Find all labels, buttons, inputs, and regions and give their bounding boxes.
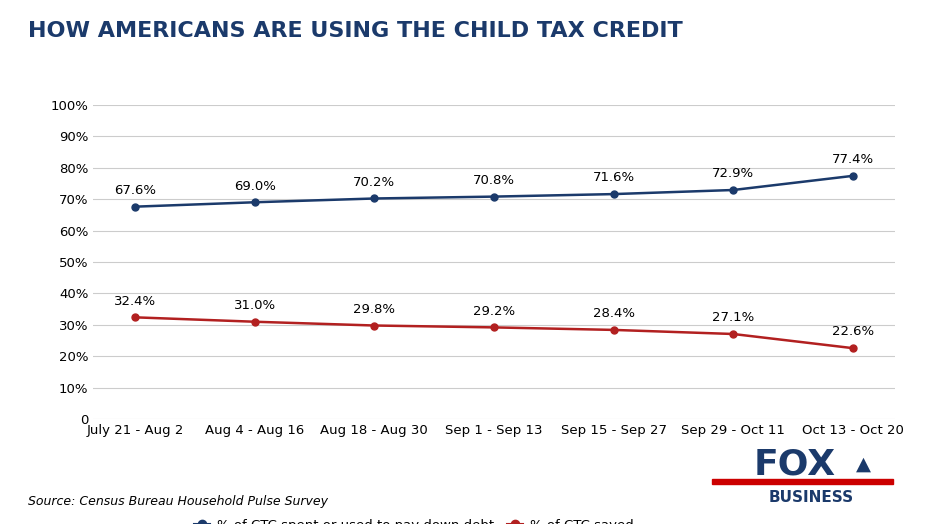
Text: 69.0%: 69.0%	[234, 180, 276, 192]
Text: FOX: FOX	[753, 447, 836, 481]
Legend: % of CTC spent or used to pay down debt, % of CTC saved: % of CTC spent or used to pay down debt,…	[189, 514, 638, 524]
Text: 29.8%: 29.8%	[353, 303, 395, 316]
Text: 67.6%: 67.6%	[114, 184, 156, 197]
Text: 70.2%: 70.2%	[353, 176, 395, 189]
Text: 31.0%: 31.0%	[234, 299, 276, 312]
Text: 22.6%: 22.6%	[831, 325, 874, 339]
Text: 71.6%: 71.6%	[593, 171, 635, 184]
Text: 27.1%: 27.1%	[712, 311, 754, 324]
Text: 77.4%: 77.4%	[831, 153, 874, 166]
Bar	[712, 478, 893, 484]
Text: 72.9%: 72.9%	[712, 167, 754, 180]
Text: Source: Census Bureau Household Pulse Survey: Source: Census Bureau Household Pulse Su…	[28, 495, 328, 508]
Text: BUSINESS: BUSINESS	[768, 490, 854, 505]
Text: 29.2%: 29.2%	[473, 304, 515, 318]
Text: HOW AMERICANS ARE USING THE CHILD TAX CREDIT: HOW AMERICANS ARE USING THE CHILD TAX CR…	[28, 21, 683, 41]
Text: 28.4%: 28.4%	[593, 307, 635, 320]
Text: ▲: ▲	[856, 455, 870, 474]
Text: 32.4%: 32.4%	[114, 294, 157, 308]
Text: 70.8%: 70.8%	[473, 174, 515, 187]
